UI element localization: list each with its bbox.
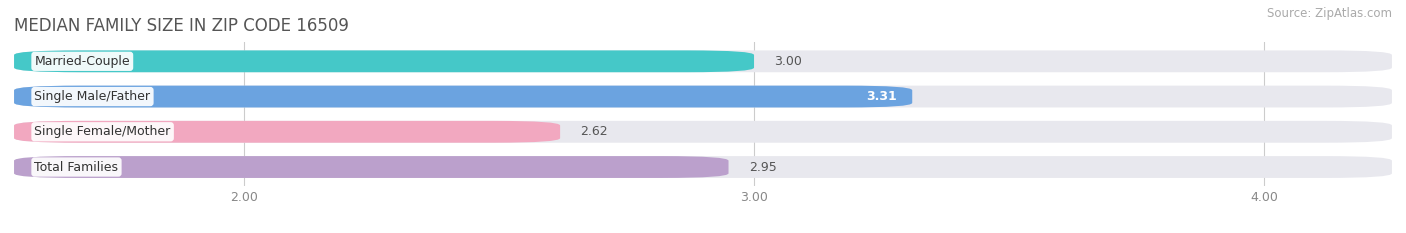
Text: MEDIAN FAMILY SIZE IN ZIP CODE 16509: MEDIAN FAMILY SIZE IN ZIP CODE 16509: [14, 17, 349, 35]
Text: 2.62: 2.62: [581, 125, 609, 138]
FancyBboxPatch shape: [14, 50, 1392, 72]
Text: 3.31: 3.31: [866, 90, 897, 103]
FancyBboxPatch shape: [14, 86, 912, 107]
FancyBboxPatch shape: [14, 121, 560, 143]
Text: Total Families: Total Families: [35, 161, 118, 174]
FancyBboxPatch shape: [14, 86, 1392, 107]
Text: Single Male/Father: Single Male/Father: [35, 90, 150, 103]
FancyBboxPatch shape: [14, 156, 728, 178]
Text: Married-Couple: Married-Couple: [35, 55, 131, 68]
Text: Single Female/Mother: Single Female/Mother: [35, 125, 170, 138]
Text: 3.00: 3.00: [775, 55, 803, 68]
Text: 2.95: 2.95: [749, 161, 776, 174]
FancyBboxPatch shape: [14, 50, 754, 72]
Text: Source: ZipAtlas.com: Source: ZipAtlas.com: [1267, 7, 1392, 20]
FancyBboxPatch shape: [14, 121, 1392, 143]
FancyBboxPatch shape: [14, 156, 1392, 178]
